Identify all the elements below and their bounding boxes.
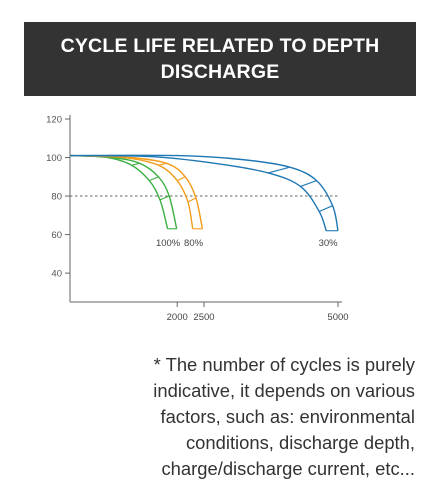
- footnote-line-3: factors, such as: environmental: [160, 406, 415, 427]
- cycle-life-chart: 40 60 80 100 120 2000 2500 5000 100% 80% 30%: [46, 115, 348, 324]
- series-80-lower-line: [69, 154, 194, 229]
- x-tick-label: 2000: [167, 312, 188, 323]
- series-30-hatch: [268, 166, 290, 174]
- series-30-label: 30%: [319, 238, 339, 249]
- title-banner: CYCLE LIFE RELATED TO DEPTH DISCHARGE: [24, 22, 416, 96]
- series-100-hatch: [131, 162, 140, 166]
- series-80-hatch: [158, 162, 167, 166]
- footnote-line-2: indicative, it depends on various: [153, 380, 415, 401]
- series-30-hatch: [319, 205, 333, 212]
- y-tick-label: 60: [51, 230, 62, 241]
- title-line-1: CYCLE LIFE RELATED TO DEPTH: [60, 35, 380, 57]
- footnote-line-4: conditions, discharge depth,: [185, 432, 415, 453]
- series-30-lower-line: [69, 154, 327, 231]
- x-tick-label: 5000: [327, 312, 348, 323]
- x-tick-label: 2500: [193, 312, 214, 323]
- series-100-lower-line: [69, 154, 169, 229]
- y-tick-label: 80: [51, 192, 62, 203]
- title-line-2: DISCHARGE: [160, 61, 280, 83]
- series-100-hatch: [159, 195, 170, 201]
- series-30-hatch: [300, 180, 317, 187]
- series-80-hatch: [187, 197, 197, 203]
- footnote-line-5: charge/discharge current, etc...: [161, 458, 415, 479]
- series-100-label: 100%: [156, 238, 181, 249]
- series-30-upper-line: [69, 154, 339, 231]
- y-tick-label: 120: [46, 115, 62, 126]
- series-80-hatch: [176, 176, 186, 182]
- series-80-upper-line: [69, 154, 204, 229]
- y-tick-label: 40: [51, 269, 62, 280]
- y-tick-label: 100: [46, 153, 62, 164]
- series-80-label: 80%: [184, 238, 204, 249]
- footnote-line-1: * The number of cycles is purely: [153, 354, 415, 375]
- footnote: * The number of cycles is purely indicat…: [30, 352, 415, 482]
- series-100-hatch: [149, 176, 159, 182]
